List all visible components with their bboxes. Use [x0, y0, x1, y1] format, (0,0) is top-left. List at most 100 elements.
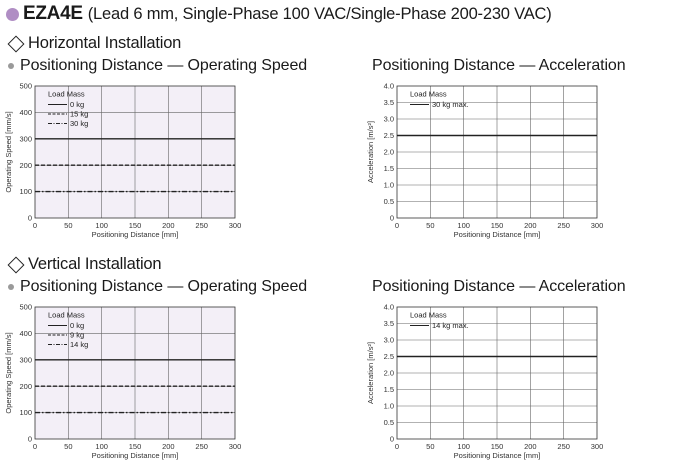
y-tick-label: 100	[19, 187, 32, 196]
x-tick-label: 50	[426, 442, 434, 451]
y-tick-label: 4.0	[384, 82, 394, 91]
bullet-icon	[8, 63, 14, 69]
plot-frame	[396, 85, 598, 219]
chart-title-text: Positioning Distance — Operating Speed	[20, 57, 308, 74]
plot-frame	[34, 306, 236, 440]
y-tick-label: 0	[390, 435, 394, 444]
x-tick-label: 50	[426, 221, 434, 230]
page-header: EZA4E (Lead 6 mm, Single-Phase 100 VAC/S…	[6, 3, 552, 25]
x-tick-label: 100	[457, 221, 470, 230]
y-tick-label: 500	[19, 303, 32, 312]
chart-title-v-accel: Positioning Distance — Acceleration	[372, 278, 626, 296]
chart-v-accel: 0 50 100 150 200 250 300 0 0.5 1.0 1.5 2.0 2.5 3.0 3.5…	[366, 303, 604, 460]
x-tick-label: 300	[591, 442, 604, 451]
y-tick-label: 2.0	[384, 369, 394, 378]
chart-title-h-speed: Positioning Distance — Operating Speed	[8, 57, 307, 75]
x-tick-label: 250	[195, 442, 208, 451]
legend-label: 30 kg max.	[432, 100, 469, 109]
y-tick-label: 0	[390, 214, 394, 223]
plot-frame	[396, 306, 598, 440]
section-title-text: Vertical Installation	[28, 255, 162, 273]
legend-label: 14 kg max.	[432, 321, 469, 330]
x-axis-label: Positioning Distance [mm]	[454, 451, 541, 460]
y-axis-label: Acceleration [m/s²]	[366, 342, 375, 404]
legend-label: 30 kg	[70, 119, 88, 128]
x-tick-label: 50	[64, 221, 72, 230]
x-tick-label: 200	[524, 442, 537, 451]
y-tick-label: 200	[19, 161, 32, 170]
x-axis-label: Positioning Distance [mm]	[92, 451, 179, 460]
y-tick-label: 0.5	[384, 197, 394, 206]
x-tick-label: 50	[64, 442, 72, 451]
x-tick-label: 100	[95, 221, 108, 230]
section-title-text: Horizontal Installation	[28, 34, 182, 52]
y-tick-label: 400	[19, 108, 32, 117]
x-axis-label: Positioning Distance [mm]	[92, 230, 179, 239]
x-tick-label: 200	[162, 442, 175, 451]
x-tick-label: 150	[129, 221, 142, 230]
diamond-icon	[7, 256, 25, 273]
x-tick-label: 200	[162, 221, 175, 230]
section-vertical-title: Vertical Installation	[6, 255, 162, 274]
y-tick-label: 3.5	[384, 319, 394, 328]
chart-h-speed: 0 50 100 150 200 250 300 0 100 200 300 400 500 Positi…	[4, 82, 242, 239]
y-axis-label: Acceleration [m/s²]	[366, 121, 375, 183]
chart-title-text: Positioning Distance — Acceleration	[372, 278, 626, 295]
chart-title-text: Positioning Distance — Acceleration	[372, 57, 626, 74]
header-bullet-icon	[6, 7, 19, 21]
y-tick-label: 1.5	[384, 164, 394, 173]
y-tick-label: 1.0	[384, 402, 394, 411]
legend-title: Load Mass	[410, 90, 447, 99]
x-tick-label: 0	[33, 221, 37, 230]
y-tick-label: 0	[28, 214, 32, 223]
legend-title: Load Mass	[410, 311, 447, 320]
chart-title-text: Positioning Distance — Operating Speed	[20, 278, 308, 295]
x-tick-label: 0	[33, 442, 37, 451]
legend-label: 14 kg	[70, 340, 88, 349]
legend-label: 15 kg	[70, 110, 88, 119]
section-horizontal-title: Horizontal Installation	[6, 34, 181, 53]
legend-title: Load Mass	[48, 90, 85, 99]
x-tick-label: 250	[557, 442, 570, 451]
y-tick-label: 200	[19, 382, 32, 391]
y-axis-label: Operating Speed [mm/s]	[4, 332, 13, 413]
x-tick-label: 250	[195, 221, 208, 230]
x-tick-label: 0	[395, 442, 399, 451]
chart-title-h-accel: Positioning Distance — Acceleration	[372, 57, 626, 75]
y-tick-label: 2.5	[384, 352, 394, 361]
y-tick-label: 300	[19, 355, 32, 364]
y-tick-label: 4.0	[384, 303, 394, 312]
plot-frame	[34, 85, 236, 219]
x-tick-label: 250	[557, 221, 570, 230]
x-axis-label: Positioning Distance [mm]	[454, 230, 541, 239]
legend-label: 9 kg	[70, 331, 84, 340]
y-tick-label: 2.5	[384, 131, 394, 140]
y-tick-label: 500	[19, 82, 32, 91]
y-tick-label: 0.5	[384, 418, 394, 427]
y-tick-label: 300	[19, 134, 32, 143]
x-tick-label: 300	[591, 221, 604, 230]
x-tick-label: 200	[524, 221, 537, 230]
x-tick-label: 100	[457, 442, 470, 451]
y-tick-label: 400	[19, 329, 32, 338]
x-tick-label: 150	[491, 221, 504, 230]
legend-label: 0 kg	[70, 321, 84, 330]
model-name: EZA4E	[23, 3, 83, 24]
diamond-icon	[7, 35, 25, 52]
x-tick-label: 0	[395, 221, 399, 230]
y-axis-label: Operating Speed [mm/s]	[4, 111, 13, 192]
chart-title-v-speed: Positioning Distance — Operating Speed	[8, 278, 307, 296]
x-tick-label: 150	[129, 442, 142, 451]
y-tick-label: 1.0	[384, 181, 394, 190]
x-tick-label: 300	[229, 221, 242, 230]
legend-label: 0 kg	[70, 100, 84, 109]
y-tick-label: 3.0	[384, 115, 394, 124]
y-tick-label: 3.5	[384, 98, 394, 107]
y-tick-label: 3.0	[384, 336, 394, 345]
y-tick-label: 1.5	[384, 385, 394, 394]
y-tick-label: 2.0	[384, 148, 394, 157]
